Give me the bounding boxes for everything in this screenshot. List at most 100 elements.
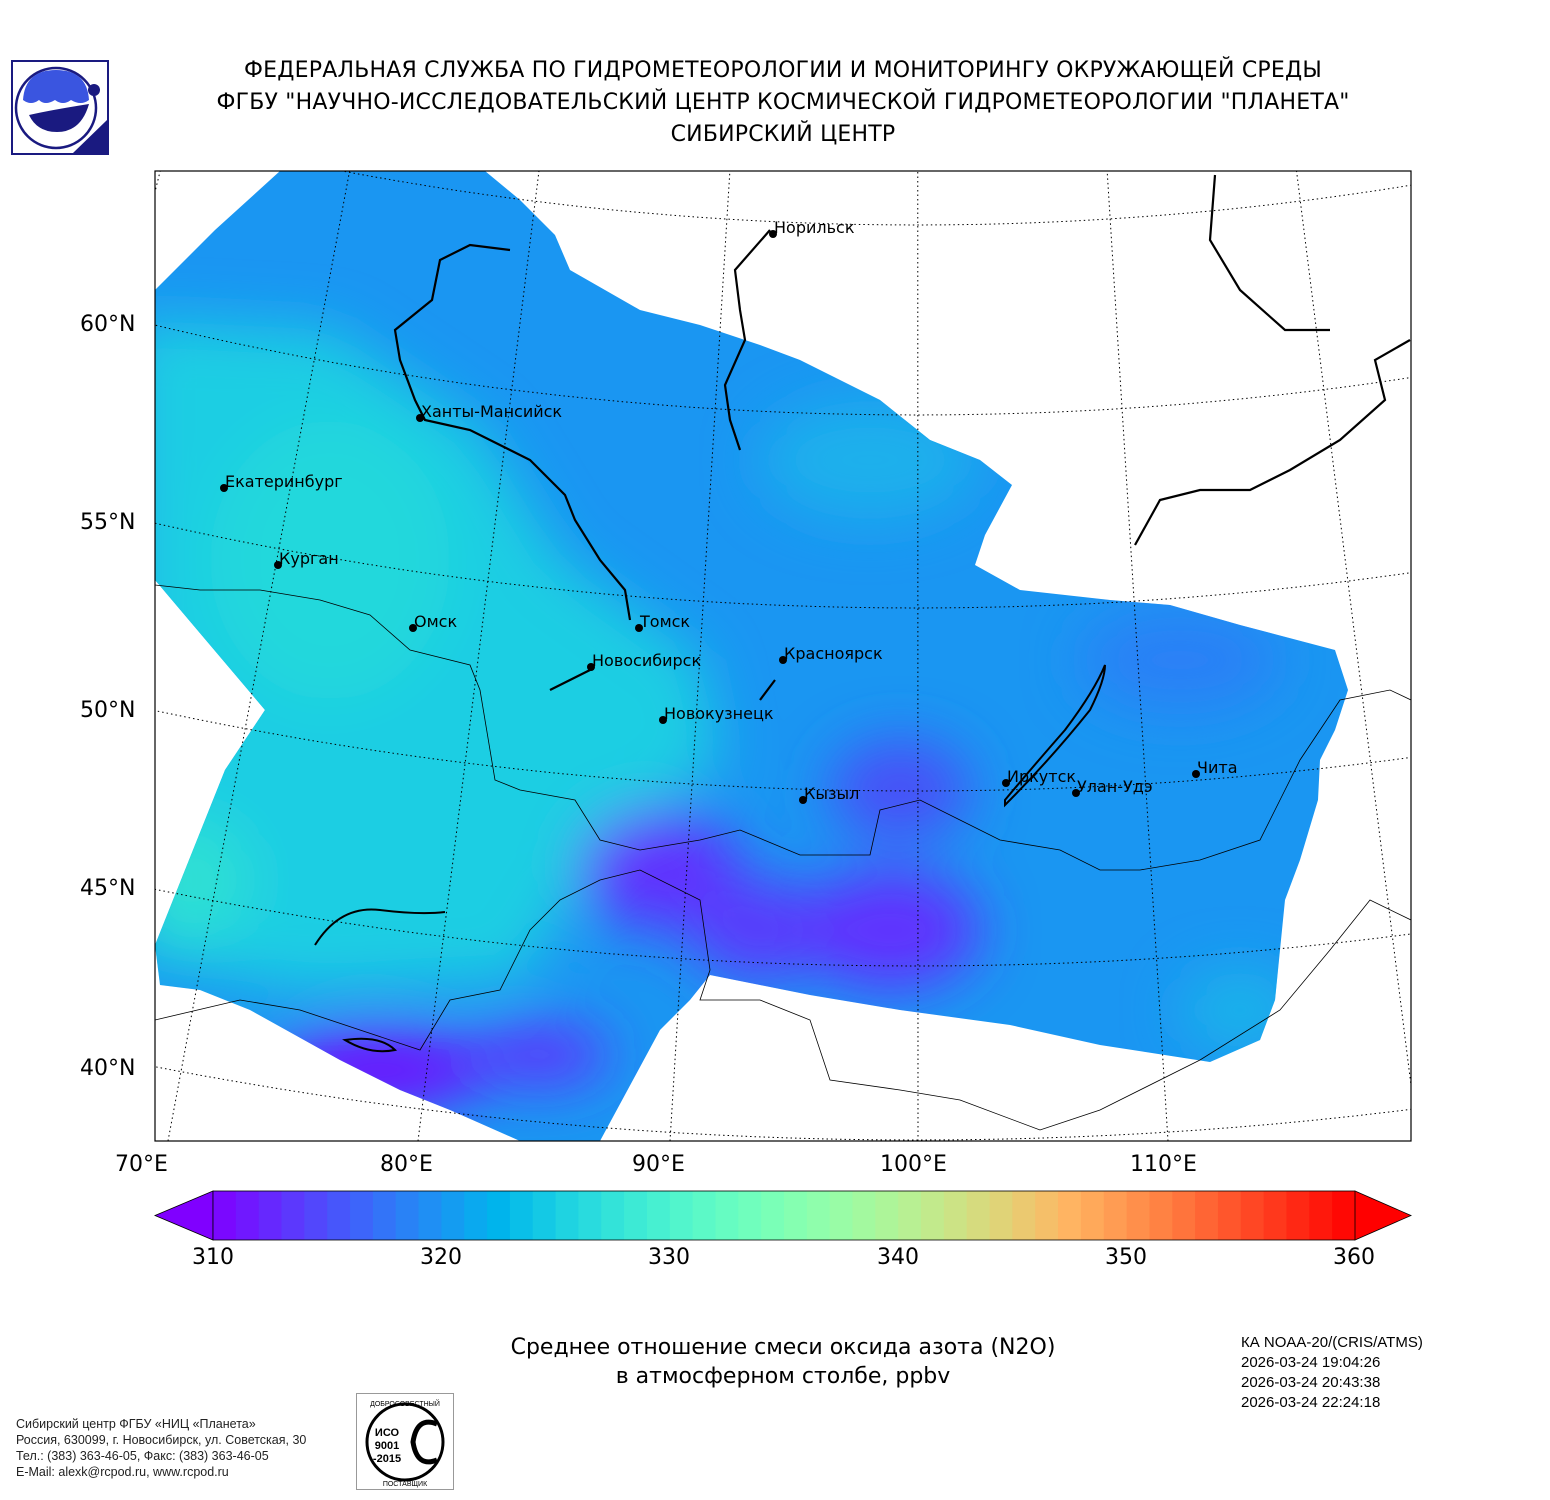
city-label: Новокузнецк bbox=[664, 704, 774, 723]
city-dot bbox=[1072, 789, 1080, 797]
colorbar-frame bbox=[212, 1190, 1356, 1241]
meridian-line bbox=[1296, 171, 1411, 1090]
colorbar-segment bbox=[715, 1191, 739, 1240]
lon-label-70: 70°E bbox=[115, 1152, 168, 1177]
city-dot bbox=[799, 796, 807, 804]
city-dot bbox=[220, 484, 228, 492]
city-label: Томск bbox=[639, 612, 690, 631]
colorbar-segment bbox=[1058, 1191, 1082, 1240]
colorbar-segment bbox=[555, 1191, 580, 1240]
pass-time-2: 2026-03-24 20:43:38 bbox=[1241, 1374, 1381, 1391]
colorbar-segment bbox=[1286, 1191, 1310, 1240]
city-label: Омск bbox=[414, 612, 457, 631]
svg-text:ПОСТАВЩИК: ПОСТАВЩИК bbox=[383, 1481, 428, 1488]
city-label: Норильск bbox=[774, 218, 855, 237]
colorbar-segment bbox=[1080, 1191, 1105, 1240]
colorbar-segment bbox=[1035, 1191, 1059, 1240]
city-label: Курган bbox=[279, 549, 339, 568]
colorbar-segment bbox=[1195, 1191, 1219, 1240]
coastlines-and-rivers bbox=[314, 174, 1411, 1053]
colorbar-segment bbox=[875, 1191, 899, 1240]
parallel-line bbox=[155, 324, 1411, 416]
org-email: E-Mail: alexk@rcpod.ru, www.rcpod.ru bbox=[16, 1465, 229, 1479]
graticule bbox=[155, 171, 1411, 1141]
colorbar-segment bbox=[829, 1191, 854, 1240]
colorbar-segment bbox=[761, 1191, 785, 1240]
colorbar-segment bbox=[213, 1191, 237, 1240]
colorbar bbox=[153, 1190, 1412, 1241]
colorbar-segment bbox=[898, 1191, 922, 1240]
colorbar-segment bbox=[1240, 1191, 1265, 1240]
colorbar-segment bbox=[464, 1191, 488, 1240]
city-dot bbox=[587, 663, 595, 671]
city-dot bbox=[409, 624, 417, 632]
colorbar-tick-320: 320 bbox=[420, 1245, 462, 1270]
city-dot bbox=[1192, 770, 1200, 778]
svg-text:-2015: -2015 bbox=[373, 1453, 401, 1465]
city-label: Ханты-Мансийск bbox=[421, 402, 562, 421]
colorbar-segment bbox=[418, 1191, 442, 1240]
city-dot bbox=[779, 656, 787, 664]
city-dot bbox=[1002, 779, 1010, 787]
colorbar-segment bbox=[784, 1191, 808, 1240]
colorbar-segment bbox=[235, 1191, 260, 1240]
colorbar-segment bbox=[1149, 1191, 1173, 1240]
n2o-field bbox=[155, 171, 1348, 1141]
plot-area: Норильск Ханты-Мансийск Екатеринбург Курган… bbox=[155, 171, 1411, 1141]
colorbar-segment bbox=[1263, 1191, 1288, 1240]
header-line-2: ФГБУ "НАУЧНО-ИССЛЕДОВАТЕЛЬСКИЙ ЦЕНТР КОС… bbox=[216, 90, 1350, 115]
colorbar-segment bbox=[395, 1191, 420, 1240]
header-line-3: СИБИРСКИЙ ЦЕНТР bbox=[670, 122, 896, 147]
colorbar-segment bbox=[966, 1191, 991, 1240]
colorbar-tick-330: 330 bbox=[648, 1245, 690, 1270]
lat-label-55: 55°N bbox=[80, 510, 136, 535]
colorbar-segment bbox=[327, 1191, 351, 1240]
colorbar-segment bbox=[692, 1191, 717, 1240]
colorbar-segment bbox=[441, 1191, 465, 1240]
svg-text:9001: 9001 bbox=[375, 1440, 399, 1452]
colorbar-segment bbox=[532, 1191, 557, 1240]
colorbar-segment bbox=[669, 1191, 694, 1240]
city-dot bbox=[274, 561, 282, 569]
colorbar-tick-340: 340 bbox=[877, 1245, 919, 1270]
svg-text:ДОБРОСОВЕСТНЫЙ: ДОБРОСОВЕСТНЫЙ bbox=[370, 1399, 440, 1408]
city-label: Кызыл bbox=[804, 784, 859, 803]
colorbar-tick-310: 310 bbox=[192, 1245, 234, 1270]
caption-line-2: в атмосферном столбе, ppbv bbox=[615, 1364, 951, 1389]
city-dot bbox=[769, 230, 777, 238]
colorbar-tick-360: 360 bbox=[1333, 1245, 1375, 1270]
header-line-1: ФЕДЕРАЛЬНАЯ СЛУЖБА ПО ГИДРОМЕТЕОРОЛОГИИ … bbox=[244, 58, 1322, 83]
org-name: Сибирский центр ФГБУ «НИЦ «Планета» bbox=[16, 1417, 256, 1431]
colorbar-segment bbox=[350, 1191, 374, 1240]
colorbar-segment bbox=[372, 1191, 397, 1240]
lat-label-60: 60°N bbox=[80, 312, 136, 337]
colorbar-segment bbox=[1172, 1191, 1196, 1240]
colorbar-segment bbox=[509, 1191, 534, 1240]
city-markers: Норильск Ханты-Мансийск Екатеринбург Курган… bbox=[220, 218, 1238, 804]
colorbar-segment bbox=[852, 1191, 876, 1240]
org-phone: Тел.: (383) 363-46-05, Факс: (383) 363-4… bbox=[16, 1449, 269, 1463]
parallel-line bbox=[339, 171, 1411, 226]
colorbar-segment bbox=[738, 1191, 762, 1240]
city-dot bbox=[635, 624, 643, 632]
colorbar-segment bbox=[646, 1191, 671, 1240]
caption-line-1: Среднее отношение смеси оксида азота (N2… bbox=[510, 1335, 1056, 1360]
lon-label-80: 80°E bbox=[380, 1152, 433, 1177]
lat-label-40: 40°N bbox=[80, 1056, 136, 1081]
city-dot bbox=[416, 414, 424, 422]
city-label: Улан-Удэ bbox=[1077, 777, 1153, 796]
lon-label-90: 90°E bbox=[632, 1152, 685, 1177]
colorbar-segment bbox=[1332, 1191, 1356, 1240]
colorbar-segment bbox=[1103, 1191, 1128, 1240]
colorbar-segment bbox=[304, 1191, 328, 1240]
city-label: Иркутск bbox=[1007, 767, 1076, 786]
colorbar-tick-350: 350 bbox=[1105, 1245, 1147, 1270]
planeta-logo bbox=[11, 60, 109, 155]
city-dot bbox=[659, 716, 667, 724]
parallel-line bbox=[155, 888, 1411, 967]
city-label: Красноярск bbox=[784, 644, 883, 663]
caption: Среднее отношение смеси оксида азота (N2… bbox=[433, 1333, 1133, 1391]
colorbar-segment bbox=[989, 1191, 1013, 1240]
colorbar-segment bbox=[1012, 1191, 1036, 1240]
